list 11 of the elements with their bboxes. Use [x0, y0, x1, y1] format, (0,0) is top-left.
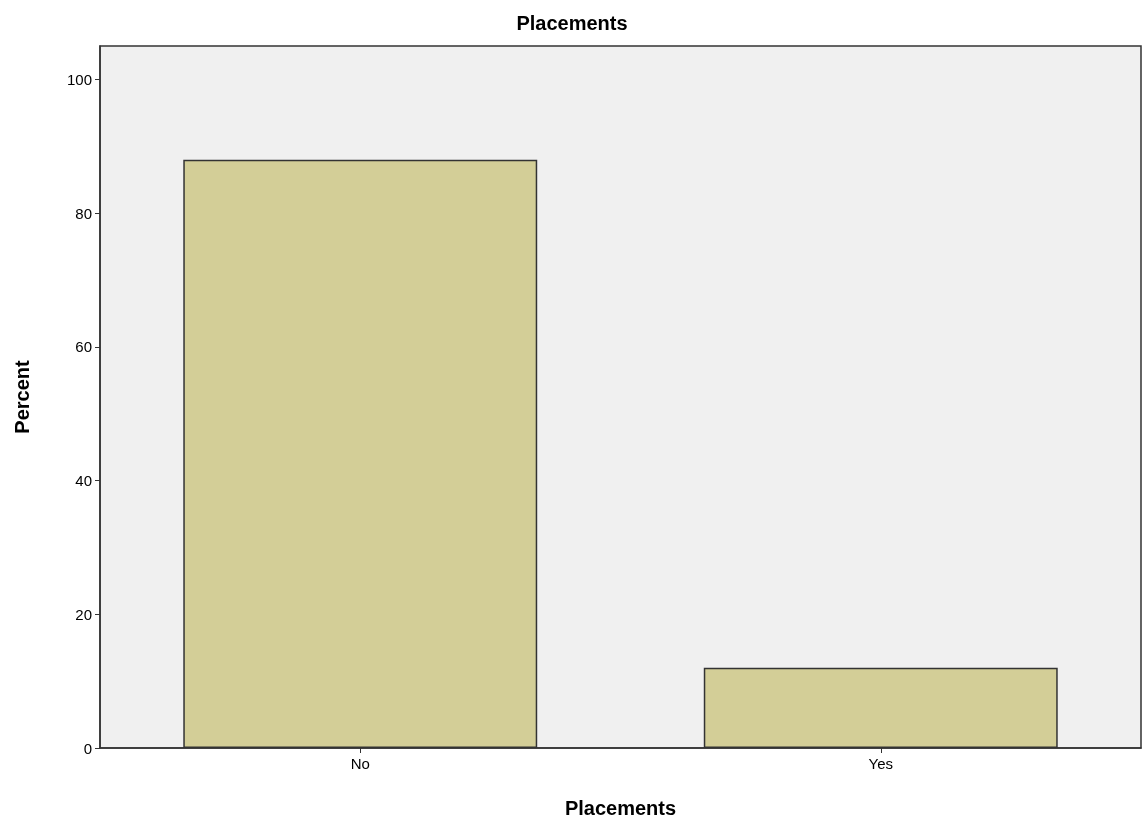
y-axis-title: Percent — [11, 359, 33, 434]
x-tick-label: Yes — [868, 755, 893, 772]
y-tick-label: 80 — [75, 204, 92, 222]
y-tick-label: 20 — [75, 605, 92, 623]
y-tick-label: 100 — [66, 70, 92, 88]
x-axis-title: Placements — [564, 797, 677, 819]
y-tick-label: 40 — [75, 472, 92, 490]
y-tick-label: 0 — [83, 739, 92, 757]
chart-title: Placements — [516, 12, 628, 34]
y-tick-label: 60 — [75, 338, 92, 356]
x-tick-label: No — [350, 755, 370, 772]
